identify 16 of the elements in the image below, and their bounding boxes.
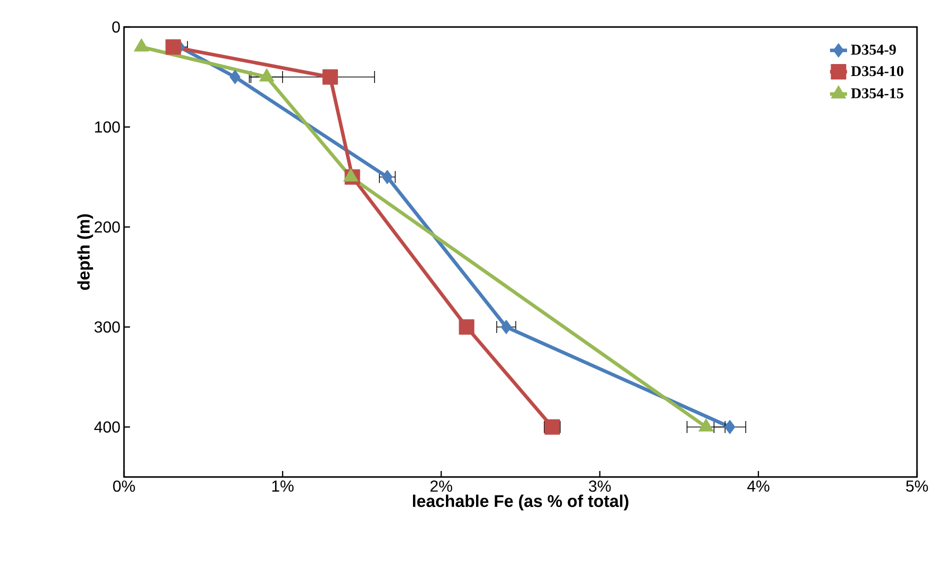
y-tick-label: 100 [95, 121, 120, 133]
y-tick-label: 400 [94, 421, 120, 433]
x-tick-label: 5% [906, 480, 928, 492]
x-tick-label: 3% [588, 480, 611, 492]
legend-label: D354-9 [851, 44, 896, 55]
legend-label: D354-15 [851, 88, 904, 98]
x-tick-label: 1% [272, 480, 294, 492]
y-tick-label: 200 [94, 221, 120, 233]
x-axis-title: leachable Fe (as % of total) [412, 494, 628, 510]
x-tick-label: 2% [430, 480, 452, 492]
y-axis-title: depth (m) [77, 214, 94, 290]
x-tick-label: 4% [747, 480, 770, 492]
legend-label: D354-10 [851, 66, 904, 76]
y-tick-label: 0 [112, 21, 120, 33]
x-tick-label: 0% [113, 480, 135, 492]
y-tick-label: 300 [94, 321, 120, 333]
